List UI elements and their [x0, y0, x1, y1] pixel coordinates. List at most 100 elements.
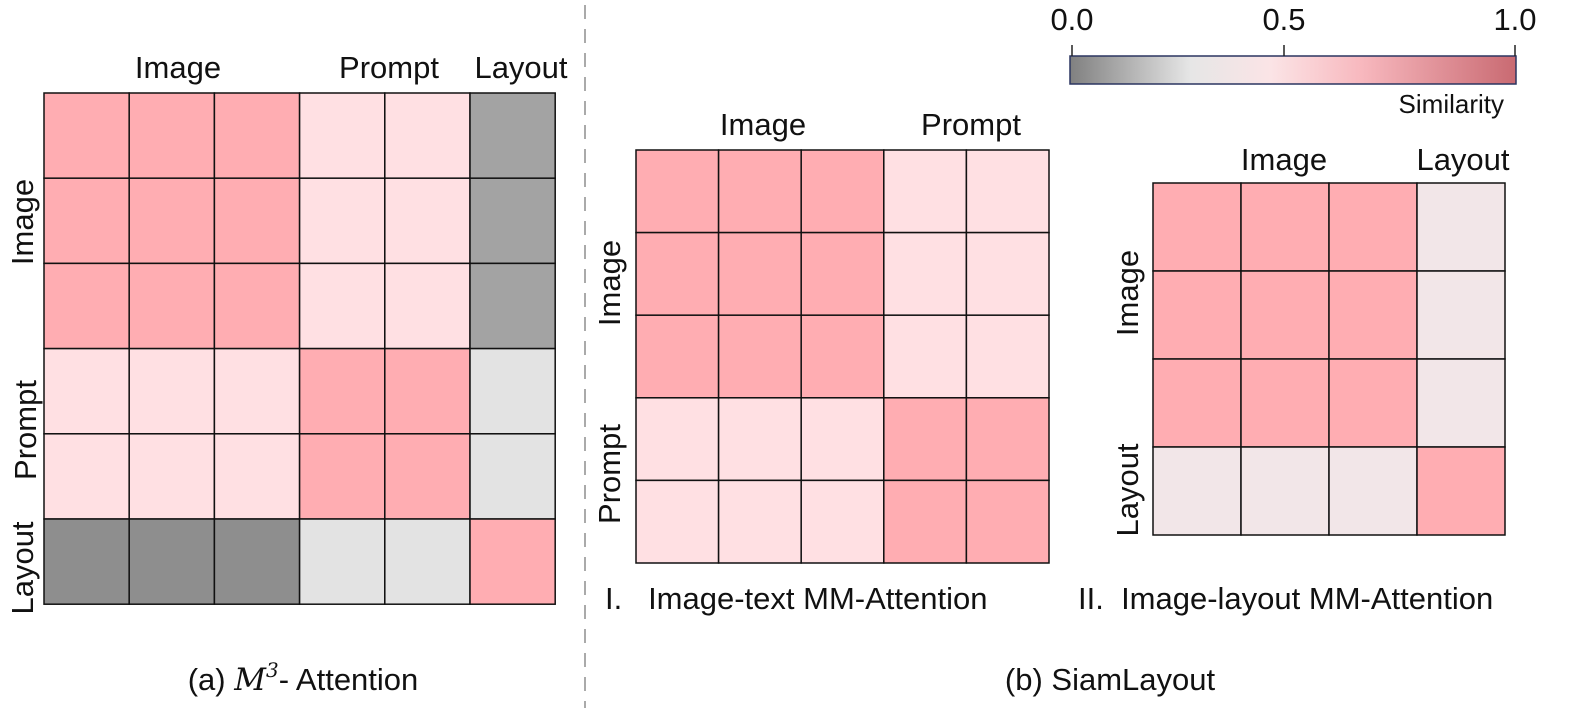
panel-a-caption-suffix: - Attention: [279, 662, 419, 697]
matrix-cell: [1240, 270, 1330, 360]
matrix-cell: [298, 177, 386, 265]
panel-b2-grid: [1152, 182, 1506, 536]
panel-a-col-label-image: Image: [135, 50, 221, 85]
panel-a-col-label-prompt: Prompt: [339, 50, 439, 85]
matrix-cell: [1416, 270, 1506, 360]
matrix-cell: [213, 262, 301, 350]
matrix-cell: [213, 433, 301, 520]
panel-a-col-label-layout: Layout: [474, 50, 567, 85]
matrix-cell: [1416, 182, 1506, 272]
panel-b1-col-label-prompt: Prompt: [921, 107, 1021, 142]
panel-b1: Image Prompt Image Prompt I. Image-text …: [592, 107, 1050, 616]
panel-b2-row-label-image: Image: [1110, 250, 1145, 336]
matrix-cell: [1328, 270, 1418, 360]
panel-a-row-label-image: Image: [5, 179, 40, 265]
matrix-cell: [213, 347, 301, 435]
panel-b2-col-label-image: Image: [1241, 142, 1327, 177]
matrix-cell: [1152, 182, 1242, 272]
matrix-cell: [1416, 446, 1506, 536]
matrix-cell: [213, 177, 301, 265]
matrix-cell: [883, 397, 968, 482]
matrix-cell: [1152, 270, 1242, 360]
panel-b1-row-label-image: Image: [592, 240, 627, 326]
matrix-cell: [128, 92, 216, 179]
matrix-cell: [469, 262, 556, 350]
matrix-cell: [965, 479, 1050, 564]
matrix-cell: [128, 177, 216, 265]
panel-a: Image Prompt Layout Image Prompt Layout …: [5, 50, 568, 698]
matrix-cell: [43, 177, 130, 265]
matrix-cell: [635, 397, 720, 482]
panel-b1-caption: I. Image-text MM-Attention: [605, 581, 987, 616]
matrix-cell: [800, 149, 885, 234]
matrix-cell: [717, 149, 802, 234]
matrix-cell: [384, 518, 471, 605]
matrix-cell: [800, 479, 885, 564]
matrix-cell: [800, 314, 885, 399]
panel-a-caption-math: M: [233, 662, 267, 698]
matrix-cell: [717, 479, 802, 564]
matrix-cell: [1152, 446, 1242, 536]
matrix-cell: [213, 92, 301, 179]
matrix-cell: [965, 314, 1050, 399]
matrix-cell: [883, 149, 968, 234]
colorbar-tick-label: 1.0: [1493, 2, 1536, 37]
matrix-cell: [384, 262, 471, 350]
matrix-cell: [384, 177, 471, 265]
matrix-cell: [469, 177, 556, 265]
colorbar: [1069, 55, 1517, 85]
matrix-cell: [469, 518, 556, 605]
panel-a-caption: (a) M3- Attention: [188, 658, 419, 698]
matrix-cell: [717, 314, 802, 399]
matrix-cell: [469, 92, 556, 179]
matrix-cell: [1240, 182, 1330, 272]
matrix-cell: [384, 347, 471, 435]
matrix-cell: [128, 262, 216, 350]
panel-b-caption: (b) SiamLayout: [1005, 662, 1216, 697]
matrix-cell: [717, 231, 802, 316]
matrix-cell: [965, 231, 1050, 316]
matrix-cell: [43, 518, 130, 605]
matrix-cell: [635, 149, 720, 234]
matrix-cell: [965, 149, 1050, 234]
matrix-cell: [213, 518, 301, 605]
matrix-cell: [883, 231, 968, 316]
matrix-cell: [1152, 358, 1242, 448]
matrix-cell: [298, 92, 386, 179]
matrix-cell: [883, 314, 968, 399]
matrix-cell: [800, 397, 885, 482]
matrix-cell: [635, 314, 720, 399]
panel-a-row-label-layout: Layout: [5, 521, 40, 614]
matrix-cell: [43, 347, 130, 435]
matrix-cell: [298, 262, 386, 350]
panel-a-caption-prefix: (a): [188, 662, 235, 697]
matrix-cell: [43, 433, 130, 520]
matrix-cell: [883, 479, 968, 564]
matrix-cell: [43, 92, 130, 179]
matrix-cell: [635, 231, 720, 316]
panel-b1-row-label-prompt: Prompt: [592, 424, 627, 524]
colorbar-tick-label: 0.0: [1050, 2, 1093, 37]
matrix-cell: [635, 479, 720, 564]
panel-a-grid: [43, 92, 556, 605]
panel-b2-col-label-layout: Layout: [1416, 142, 1509, 177]
matrix-cell: [43, 262, 130, 350]
matrix-cell: [1328, 446, 1418, 536]
matrix-cell: [965, 397, 1050, 482]
matrix-cell: [298, 347, 386, 435]
matrix-cell: [469, 347, 556, 435]
matrix-cell: [469, 433, 556, 520]
panel-b2: Image Layout Image Layout II. Image-layo…: [1078, 142, 1510, 616]
matrix-cell: [1328, 182, 1418, 272]
similarity-legend: 0.0 0.5 1.0 Similarity: [1050, 2, 1536, 119]
panel-b1-grid: [635, 149, 1050, 564]
panel-b2-caption: II. Image-layout MM-Attention: [1078, 581, 1493, 616]
matrix-cell: [298, 518, 386, 605]
matrix-cell: [128, 347, 216, 435]
matrix-cell: [717, 397, 802, 482]
matrix-cell: [1240, 446, 1330, 536]
panel-a-caption-sup: 3: [266, 658, 279, 682]
matrix-cell: [128, 518, 216, 605]
panel-b2-row-label-layout: Layout: [1110, 443, 1145, 536]
